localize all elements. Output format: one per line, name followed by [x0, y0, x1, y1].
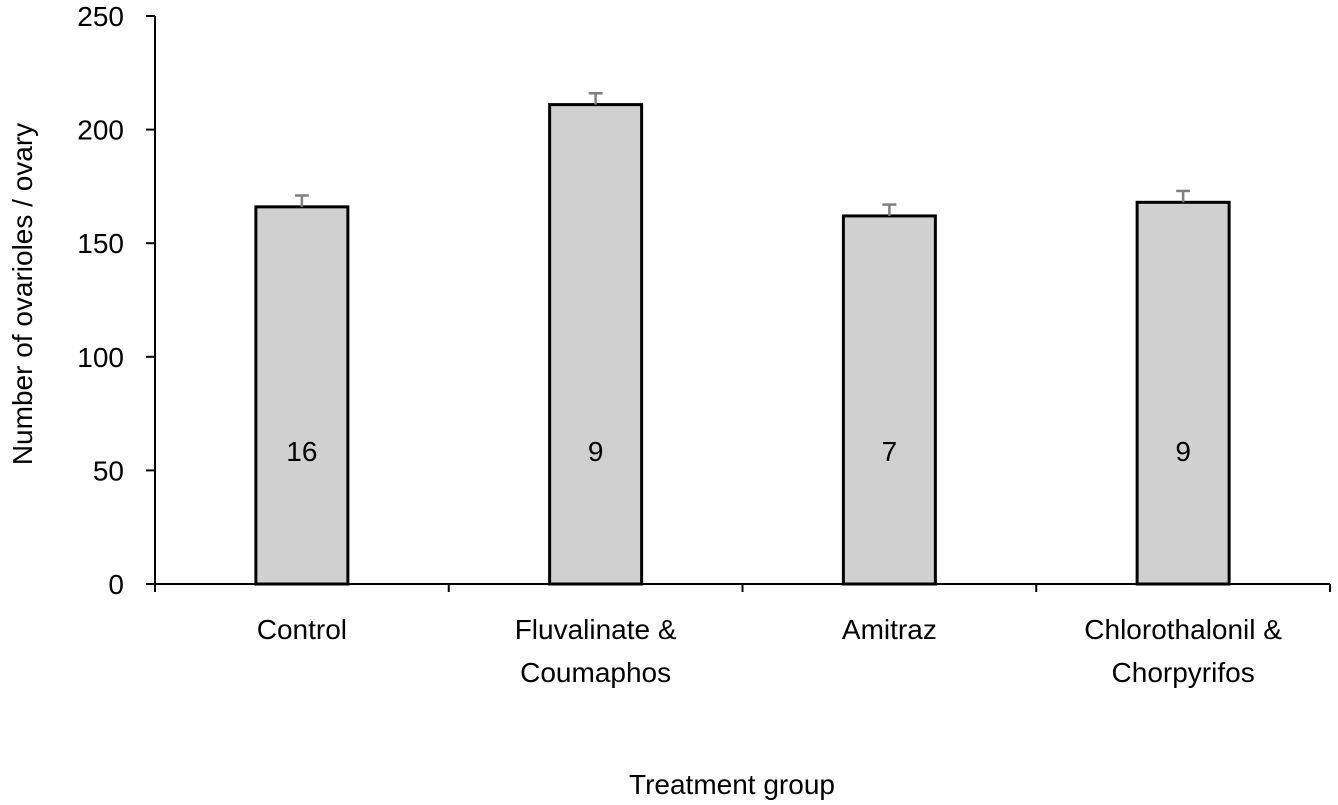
bar	[548, 103, 644, 586]
y-tick-label: 0	[108, 569, 124, 600]
y-axis: 0 50 100 150 200 250	[77, 1, 156, 600]
y-tick-label: 200	[77, 115, 124, 146]
error-bar	[588, 91, 603, 105]
x-axis-title: Treatment group	[629, 769, 835, 800]
bar-data-label: 7	[882, 436, 898, 467]
x-axis: Control Fluvalinate & Coumaphos Amitraz Chlo…	[154, 583, 1331, 688]
error-bar	[294, 194, 309, 207]
x-category-label: Chlorothalonil &	[1084, 614, 1282, 645]
y-tick-label: 50	[93, 455, 124, 486]
bar-data-label: 16	[286, 436, 317, 467]
y-tick-label: 250	[77, 1, 124, 32]
bar	[841, 214, 937, 586]
bars: 16 9 7 9	[254, 91, 1231, 586]
y-tick-label: 100	[77, 342, 124, 373]
bar-data-label: 9	[588, 436, 604, 467]
bar-data-label: 9	[1175, 436, 1191, 467]
bar	[1135, 200, 1231, 586]
x-category-label: Control	[257, 614, 347, 645]
bar	[254, 205, 350, 586]
y-axis-title: Number of ovarioles / ovary	[7, 123, 38, 465]
error-bar	[1176, 189, 1191, 203]
y-tick-label: 150	[77, 228, 124, 259]
error-bar	[882, 203, 897, 216]
x-category-label: Coumaphos	[520, 657, 671, 688]
x-category-label: Amitraz	[842, 614, 937, 645]
x-category-label: Chorpyrifos	[1112, 657, 1255, 688]
x-category-label: Fluvalinate &	[515, 614, 677, 645]
